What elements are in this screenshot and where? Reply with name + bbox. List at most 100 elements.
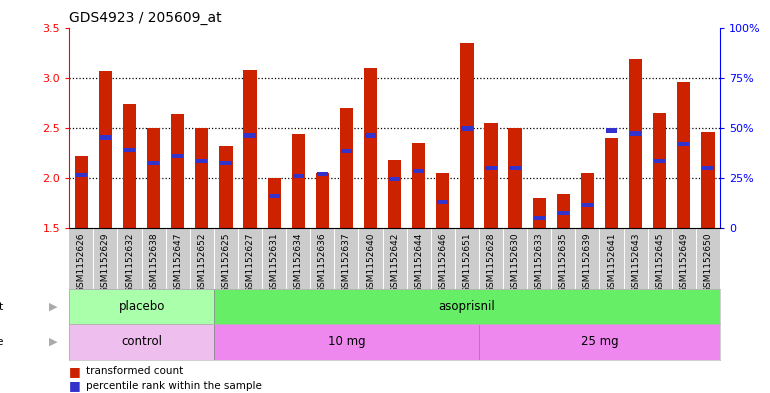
Text: agent: agent — [0, 301, 4, 312]
Text: GSM1152651: GSM1152651 — [463, 233, 471, 294]
Text: GSM1152641: GSM1152641 — [607, 233, 616, 293]
Bar — [557, 211, 569, 215]
Bar — [124, 147, 136, 152]
Text: GSM1152633: GSM1152633 — [534, 233, 544, 294]
Bar — [293, 174, 304, 178]
Bar — [364, 68, 377, 228]
Text: GSM1152649: GSM1152649 — [679, 233, 688, 293]
Bar — [389, 176, 400, 181]
Bar — [365, 134, 377, 138]
Text: GDS4923 / 205609_at: GDS4923 / 205609_at — [69, 11, 222, 25]
Text: GSM1152646: GSM1152646 — [438, 233, 447, 293]
Text: ▶: ▶ — [49, 301, 58, 312]
Bar — [148, 161, 159, 165]
Text: GSM1152636: GSM1152636 — [318, 233, 326, 294]
Text: placebo: placebo — [119, 300, 165, 313]
Bar — [653, 113, 666, 228]
Text: control: control — [121, 335, 162, 349]
Text: GSM1152637: GSM1152637 — [342, 233, 351, 294]
Text: GSM1152634: GSM1152634 — [293, 233, 303, 293]
Bar — [69, 289, 214, 324]
Bar — [214, 289, 720, 324]
Bar — [292, 134, 305, 228]
Bar — [123, 104, 136, 228]
Bar — [702, 165, 714, 170]
Bar — [172, 154, 183, 158]
Bar — [534, 216, 545, 220]
Bar — [267, 178, 281, 228]
Bar — [557, 194, 570, 228]
Text: GSM1152625: GSM1152625 — [222, 233, 230, 293]
Bar — [678, 141, 689, 146]
Bar — [316, 172, 328, 176]
Text: ■: ■ — [69, 365, 81, 378]
Bar — [388, 160, 401, 228]
Bar — [654, 158, 665, 163]
Text: GSM1152642: GSM1152642 — [390, 233, 399, 293]
Bar — [196, 158, 207, 163]
Bar — [629, 59, 642, 228]
Bar — [701, 132, 715, 228]
Bar — [244, 134, 256, 138]
Bar — [75, 156, 88, 228]
Text: ■: ■ — [69, 379, 81, 393]
Text: 10 mg: 10 mg — [327, 335, 365, 349]
Text: ▶: ▶ — [49, 337, 58, 347]
Bar — [510, 165, 521, 170]
Bar — [269, 194, 280, 198]
Bar — [605, 138, 618, 228]
Text: 25 mg: 25 mg — [581, 335, 618, 349]
Bar — [606, 129, 617, 133]
Text: GSM1152627: GSM1152627 — [246, 233, 255, 293]
Text: GSM1152644: GSM1152644 — [414, 233, 424, 293]
Text: GSM1152647: GSM1152647 — [173, 233, 182, 293]
Bar — [581, 173, 594, 228]
Bar — [316, 173, 329, 228]
Text: GSM1152652: GSM1152652 — [197, 233, 206, 293]
Bar — [196, 128, 209, 228]
Bar — [630, 132, 641, 136]
Text: asoprisnil: asoprisnil — [439, 300, 495, 313]
Text: GSM1152628: GSM1152628 — [487, 233, 496, 293]
Text: GSM1152635: GSM1152635 — [559, 233, 567, 294]
Text: GSM1152631: GSM1152631 — [270, 233, 279, 294]
Text: GSM1152645: GSM1152645 — [655, 233, 665, 293]
Bar — [219, 146, 233, 228]
Bar — [99, 71, 112, 228]
Bar — [461, 127, 473, 131]
Text: transformed count: transformed count — [86, 366, 183, 376]
Text: GSM1152640: GSM1152640 — [366, 233, 375, 293]
Bar — [171, 114, 184, 228]
Bar — [100, 136, 111, 140]
Bar — [220, 161, 232, 165]
Text: GSM1152630: GSM1152630 — [511, 233, 520, 294]
Bar — [413, 169, 424, 173]
Bar — [412, 143, 425, 228]
Text: GSM1152638: GSM1152638 — [149, 233, 158, 294]
Bar — [484, 123, 497, 228]
Bar — [147, 128, 160, 228]
Text: GSM1152643: GSM1152643 — [631, 233, 640, 293]
Bar — [582, 203, 593, 207]
Bar — [341, 149, 352, 153]
Bar — [69, 324, 214, 360]
Text: GSM1152626: GSM1152626 — [77, 233, 85, 293]
Bar — [436, 173, 450, 228]
Bar — [460, 42, 474, 228]
Text: GSM1152639: GSM1152639 — [583, 233, 592, 294]
Text: dose: dose — [0, 337, 4, 347]
Text: GSM1152632: GSM1152632 — [125, 233, 134, 293]
Bar — [533, 198, 546, 228]
Text: GSM1152650: GSM1152650 — [704, 233, 712, 294]
Bar — [485, 165, 497, 170]
Bar — [214, 324, 479, 360]
Text: GSM1152629: GSM1152629 — [101, 233, 110, 293]
Bar — [479, 324, 720, 360]
Bar — [508, 128, 522, 228]
Bar — [677, 82, 691, 228]
Bar — [243, 70, 256, 228]
Bar — [437, 200, 448, 204]
Bar — [75, 173, 87, 177]
Text: percentile rank within the sample: percentile rank within the sample — [86, 381, 262, 391]
Bar — [340, 108, 353, 228]
